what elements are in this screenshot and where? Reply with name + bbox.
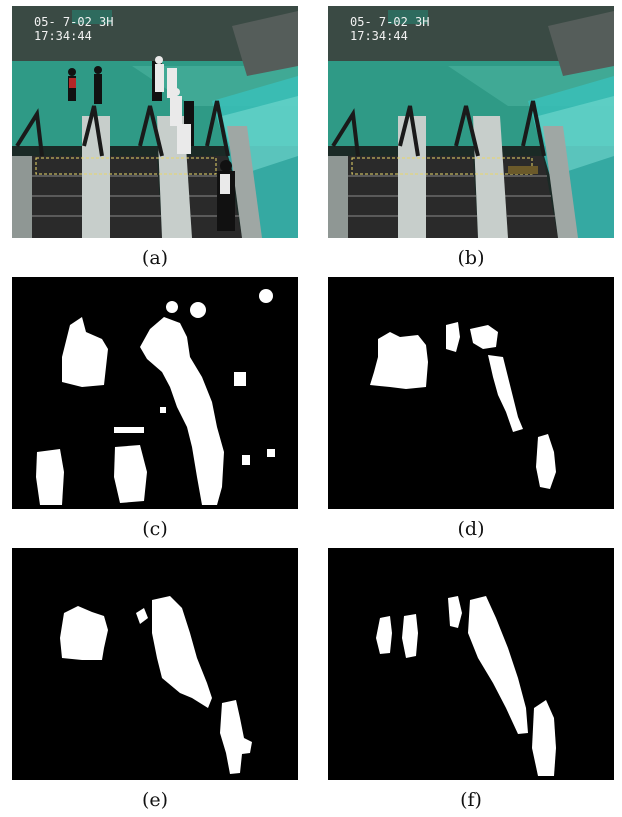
osd-time-text: 17:34:44 [350,29,408,43]
binary-mask-d [328,277,614,509]
panel-d-mask [328,277,614,509]
caption-f: (f) [460,789,482,811]
caption-a: (a) [141,247,169,269]
osd-date-text: 05- 7-02 3H [350,15,429,29]
panel-a-camera-frame: 05- 7-02 3H 17:34:44 [12,6,298,238]
osd-date-text: 05- 7-02 3H [34,15,113,29]
binary-mask-e [12,548,298,780]
escalator-scene-with-people: 05- 7-02 3H 17:34:44 [12,6,298,238]
panel-c-foreground-mask [12,277,298,509]
panel-b-background-frame: 05- 7-02 3H 17:34:44 [328,6,614,238]
caption-d: (d) [457,518,485,540]
caption-b: (b) [457,247,485,269]
panel-e-mask [12,548,298,780]
binary-mask-f [328,548,614,780]
panel-f-mask [328,548,614,780]
caption-c: (c) [142,518,168,540]
binary-mask-c [12,277,298,509]
osd-time-text: 17:34:44 [34,29,92,43]
escalator-scene-empty: 05- 7-02 3H 17:34:44 [328,6,614,238]
caption-e: (e) [141,789,169,811]
